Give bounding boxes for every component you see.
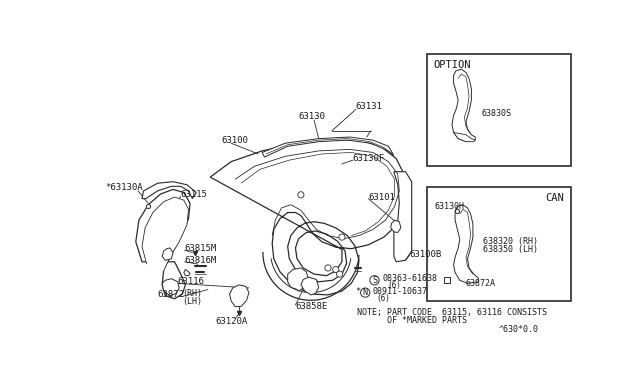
Polygon shape: [262, 137, 394, 157]
Text: 63130: 63130: [298, 112, 325, 121]
Circle shape: [339, 234, 345, 240]
Polygon shape: [162, 248, 173, 260]
Polygon shape: [136, 189, 190, 299]
Circle shape: [370, 276, 379, 285]
Text: CAN: CAN: [546, 193, 564, 203]
Text: 63872: 63872: [157, 291, 184, 299]
Text: OF *MARKED PARTS: OF *MARKED PARTS: [358, 316, 467, 325]
Text: 63130H: 63130H: [435, 202, 465, 211]
Text: NOTE; PART CODE  63115, 63116 CONSISTS: NOTE; PART CODE 63115, 63116 CONSISTS: [358, 308, 547, 317]
Polygon shape: [391, 220, 401, 232]
Text: 08363-61638: 08363-61638: [382, 274, 437, 283]
Circle shape: [325, 265, 331, 271]
Polygon shape: [394, 172, 412, 262]
Text: 08911-10637: 08911-10637: [373, 286, 428, 295]
Text: N: N: [363, 288, 368, 297]
Polygon shape: [454, 205, 478, 283]
Polygon shape: [454, 132, 476, 142]
Bar: [428, 187, 571, 301]
Text: 63872A: 63872A: [465, 279, 495, 288]
Text: 63101: 63101: [368, 193, 395, 202]
Text: 63130F: 63130F: [353, 154, 385, 163]
Text: (6): (6): [376, 294, 390, 303]
Polygon shape: [184, 269, 190, 276]
Bar: [428, 54, 571, 166]
Polygon shape: [301, 277, 319, 295]
Text: 63815M: 63815M: [184, 244, 217, 253]
Text: 63115: 63115: [180, 190, 207, 199]
Text: 63100: 63100: [221, 137, 248, 145]
Circle shape: [333, 266, 339, 273]
Text: *: *: [355, 287, 360, 296]
Text: OPTION: OPTION: [433, 60, 471, 70]
Text: 63100B: 63100B: [410, 250, 442, 259]
Circle shape: [360, 288, 370, 297]
Polygon shape: [288, 268, 308, 291]
Text: (RH): (RH): [182, 289, 202, 298]
Text: 63131: 63131: [355, 102, 382, 111]
Text: 63830S: 63830S: [481, 109, 511, 118]
Polygon shape: [162, 279, 179, 296]
Text: 638350 (LH): 638350 (LH): [483, 245, 538, 254]
Text: (6): (6): [387, 281, 401, 290]
Text: 63816M: 63816M: [184, 256, 217, 265]
Text: 63116: 63116: [177, 277, 204, 286]
Text: 638320 (RH): 638320 (RH): [483, 237, 538, 246]
Polygon shape: [230, 285, 249, 307]
Text: 63120A: 63120A: [216, 317, 248, 326]
Polygon shape: [452, 69, 476, 142]
Circle shape: [337, 271, 343, 277]
Polygon shape: [142, 197, 189, 271]
Text: *63130A: *63130A: [105, 183, 143, 192]
Text: 63858E: 63858E: [296, 302, 328, 311]
Text: ^630*0.0: ^630*0.0: [499, 325, 538, 334]
Text: (LH): (LH): [182, 296, 202, 305]
Circle shape: [298, 192, 304, 198]
Text: S: S: [372, 276, 377, 285]
Polygon shape: [210, 140, 407, 295]
Polygon shape: [142, 182, 196, 199]
